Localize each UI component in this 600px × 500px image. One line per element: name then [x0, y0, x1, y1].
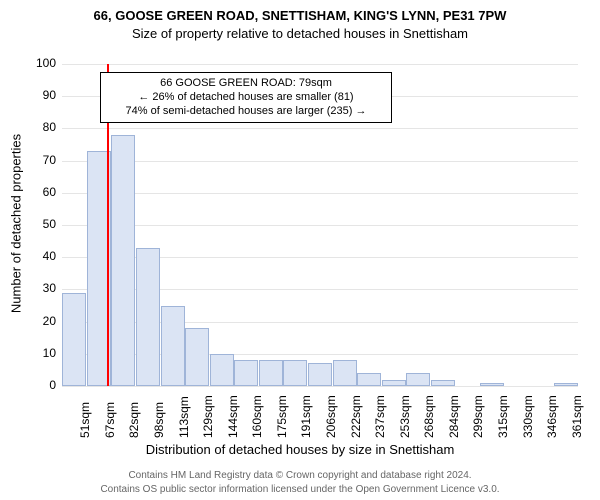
x-tick-label: 129sqm: [201, 395, 215, 438]
histogram-bar: [554, 383, 578, 386]
histogram-bar: [308, 363, 332, 386]
x-tick-label: 268sqm: [422, 395, 436, 438]
y-tick-label: 40: [26, 249, 56, 263]
x-tick-label: 175sqm: [275, 395, 289, 438]
chart-container: { "layout": { "width": 600, "height": 50…: [0, 0, 600, 500]
x-tick-label: 315sqm: [496, 395, 510, 438]
x-tick-label: 206sqm: [324, 395, 338, 438]
histogram-bar: [283, 360, 307, 386]
x-tick-label: 113sqm: [177, 396, 191, 438]
grid-line: [62, 64, 578, 65]
x-tick-label: 222sqm: [349, 395, 363, 438]
x-tick-label: 98sqm: [152, 402, 166, 438]
y-tick-label: 100: [26, 56, 56, 70]
chart-title-main: 66, GOOSE GREEN ROAD, SNETTISHAM, KING'S…: [0, 8, 600, 23]
grid-line: [62, 193, 578, 194]
y-axis-label: Number of detached properties: [9, 63, 24, 385]
footer-line-2: Contains OS public sector information li…: [0, 484, 600, 495]
y-tick-label: 10: [26, 346, 56, 360]
x-tick-label: 330sqm: [521, 395, 535, 438]
annotation-line: 66 GOOSE GREEN ROAD: 79sqm: [109, 77, 383, 91]
grid-line: [62, 225, 578, 226]
x-tick-label: 160sqm: [250, 395, 264, 438]
y-tick-label: 80: [26, 120, 56, 134]
grid-line: [62, 386, 578, 387]
annotation-line: ← 26% of detached houses are smaller (81…: [109, 91, 383, 105]
x-axis-label: Distribution of detached houses by size …: [0, 442, 600, 457]
x-tick-label: 82sqm: [127, 402, 141, 438]
chart-title-sub: Size of property relative to detached ho…: [0, 26, 600, 41]
x-tick-label: 284sqm: [447, 395, 461, 438]
histogram-bar: [111, 135, 135, 386]
histogram-bar: [259, 360, 283, 386]
annotation-box: 66 GOOSE GREEN ROAD: 79sqm ← 26% of deta…: [100, 72, 392, 123]
y-tick-label: 0: [26, 378, 56, 392]
histogram-bar: [161, 306, 185, 387]
annotation-line: 74% of semi-detached houses are larger (…: [109, 105, 383, 119]
x-tick-label: 51sqm: [78, 402, 92, 438]
x-tick-label: 253sqm: [398, 395, 412, 438]
y-tick-label: 30: [26, 281, 56, 295]
histogram-bar: [406, 373, 430, 386]
histogram-bar: [185, 328, 209, 386]
y-tick-label: 60: [26, 185, 56, 199]
grid-line: [62, 161, 578, 162]
histogram-bar: [136, 248, 160, 386]
y-tick-label: 20: [26, 314, 56, 328]
y-tick-label: 70: [26, 153, 56, 167]
histogram-bar: [382, 380, 406, 386]
grid-line: [62, 128, 578, 129]
histogram-bar: [62, 293, 86, 386]
histogram-bar: [234, 360, 258, 386]
x-tick-label: 299sqm: [471, 395, 485, 438]
x-tick-label: 361sqm: [570, 395, 584, 438]
x-tick-label: 67sqm: [103, 402, 117, 438]
x-tick-label: 346sqm: [545, 395, 559, 438]
y-tick-label: 90: [26, 88, 56, 102]
x-tick-label: 237sqm: [373, 395, 387, 438]
footer-line-1: Contains HM Land Registry data © Crown c…: [0, 470, 600, 481]
histogram-bar: [210, 354, 234, 386]
y-tick-label: 50: [26, 217, 56, 231]
x-tick-label: 191sqm: [299, 395, 313, 438]
histogram-bar: [431, 380, 455, 386]
x-tick-label: 144sqm: [226, 395, 240, 438]
histogram-bar: [480, 383, 504, 386]
histogram-bar: [333, 360, 357, 386]
histogram-bar: [357, 373, 381, 386]
